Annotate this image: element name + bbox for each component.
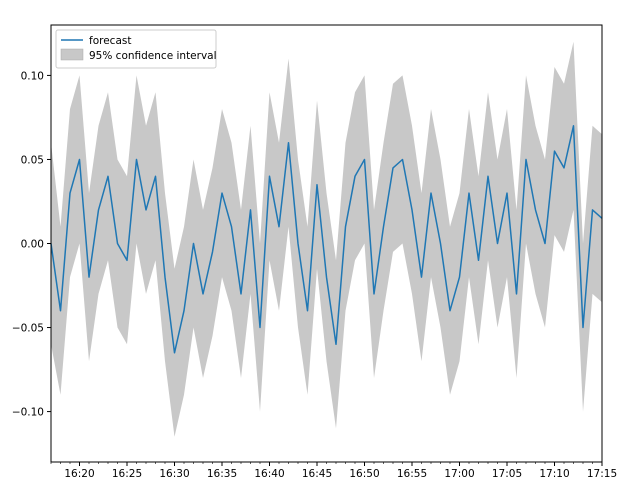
- x-tick-label: 17:05: [492, 468, 522, 480]
- legend-box: [55, 29, 217, 69]
- x-tick-label: 16:30: [159, 468, 189, 480]
- legend: forecast 95% confidence interval: [55, 29, 217, 69]
- y-tick-label: 0.10: [21, 70, 44, 82]
- x-tick-label: 16:35: [207, 468, 237, 480]
- x-tick-label: 17:15: [587, 468, 617, 480]
- y-tick-label: −0.10: [12, 407, 44, 419]
- y-tick-label: 0.00: [21, 239, 44, 251]
- x-tick-label: 17:10: [539, 468, 569, 480]
- legend-confidence-swatch: [60, 48, 84, 61]
- legend-confidence-label: 95% confidence interval: [89, 50, 217, 62]
- x-tick-label: 17:00: [444, 468, 474, 480]
- x-tick-label: 16:45: [302, 468, 332, 480]
- y-axis: −0.10 −0.05 0.00 0.05 0.10: [12, 70, 51, 419]
- x-tick-label: 16:55: [397, 468, 427, 480]
- confidence-band: [51, 41, 602, 437]
- x-tick-label: 16:20: [64, 468, 94, 480]
- x-tick-label: 16:50: [349, 468, 379, 480]
- y-tick-label: 0.05: [21, 154, 44, 166]
- x-tick-label: 16:25: [112, 468, 142, 480]
- legend-forecast-label: forecast: [89, 35, 131, 47]
- forecast-line-layer: [50, 125, 603, 354]
- x-tick-label: 16:40: [254, 468, 284, 480]
- confidence-band-layer: [51, 41, 602, 437]
- plot-area: [50, 41, 603, 437]
- y-tick-label: −0.05: [12, 323, 44, 335]
- forecast-line: [50, 125, 603, 354]
- x-axis: 16:20 16:25 16:30 16:35 16:40 16:45 16:50 16:55…: [50, 462, 617, 480]
